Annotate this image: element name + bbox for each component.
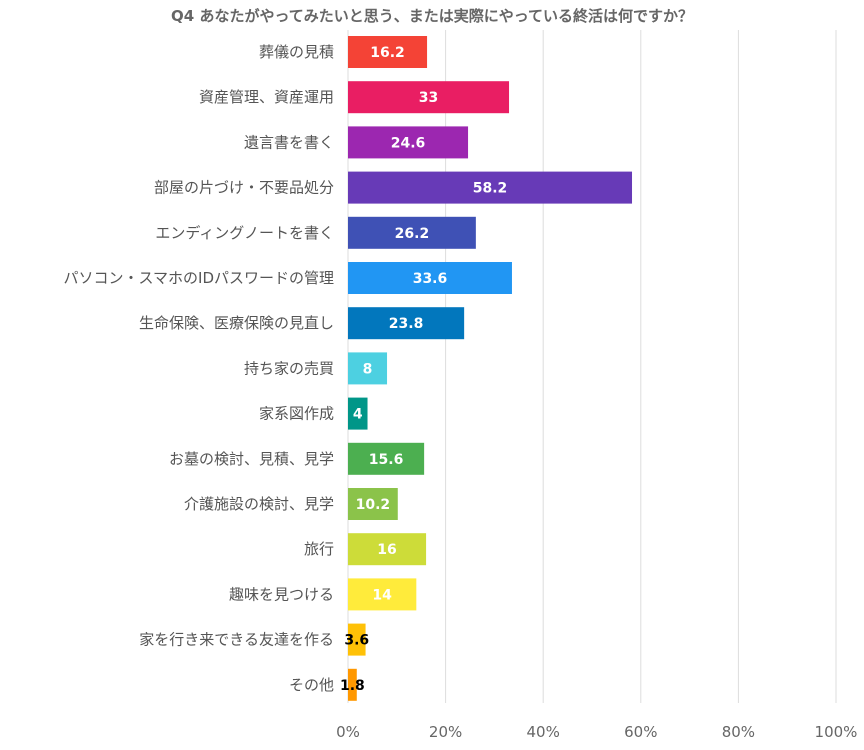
bar-value-label: 1.8 [340,678,365,694]
bar-value-label: 26.2 [395,226,430,242]
x-tick-label: 20% [429,723,462,741]
bar [348,126,469,159]
bar-value-label: 10.2 [356,497,391,513]
bar [348,488,398,520]
bar [348,397,368,430]
bar-value-label: 33.6 [413,271,448,287]
bar-value-label: 33 [419,90,438,106]
bars: 16.2 33 24.6 58.2 26.2 33.6 23.8 8 4 15.6 10.2 16 14… [340,36,633,701]
category-label: 介護施設の検討、見学 [184,495,334,513]
bar-value-label: 8 [363,361,373,377]
category-label: 趣味を見つける [229,585,334,603]
bar-value-label: 58.2 [473,181,508,197]
category-label: その他 [289,676,334,694]
bar-value-label: 24.6 [391,135,426,151]
category-label: 持ち家の売買 [244,359,334,377]
x-tick-label: 0% [336,723,360,741]
category-label: 旅行 [304,540,334,558]
bar-value-label: 3.6 [344,633,369,649]
bar-value-label: 15.6 [369,452,404,468]
bar [348,668,357,701]
bar [348,171,633,204]
bar [348,578,417,611]
bar [348,36,428,68]
category-label: 家を行き来できる友達を作る [139,631,334,649]
category-label: エンディングノートを書く [155,224,334,242]
x-tick-label: 60% [624,723,657,741]
bar-value-label: 23.8 [389,316,424,332]
chart-title: Q4 あなたがやってみたいと思う、または実際にやっている終活は何ですか？ [171,7,693,25]
bar-value-label: 14 [372,587,392,603]
x-tick-label: 100% [815,723,858,741]
category-label: お墓の検討、見積、見学 [169,450,334,468]
x-axis-ticks: 0% 20% 40% 60% 80% 100% [336,723,857,741]
bar [348,352,388,385]
category-labels: 葬儀の見積資産管理、資産運用遺言書を書く部屋の片づけ・不要品処分エンディングノー… [63,43,334,694]
bar-value-label: 16.2 [370,45,405,61]
x-tick-label: 40% [527,723,560,741]
category-label: 葬儀の見積 [259,43,334,61]
bar [348,262,512,294]
bar [348,533,427,566]
x-tick-label: 80% [722,723,755,741]
category-label: パソコン・スマホのIDパスワードの管理 [63,269,334,287]
category-label: 資産管理、資産運用 [199,88,334,106]
category-label: 遺言書を書く [244,133,334,151]
bar [348,216,476,249]
bar [348,623,366,656]
bar [348,81,510,114]
bar [348,307,465,340]
category-label: 部屋の片づけ・不要品処分 [154,179,334,197]
category-label: 家系図作成 [259,405,334,423]
bar [348,442,425,475]
bar-value-label: 16 [377,542,396,558]
category-label: 生命保険、医療保険の見直し [139,314,334,332]
bar-value-label: 4 [353,407,363,423]
